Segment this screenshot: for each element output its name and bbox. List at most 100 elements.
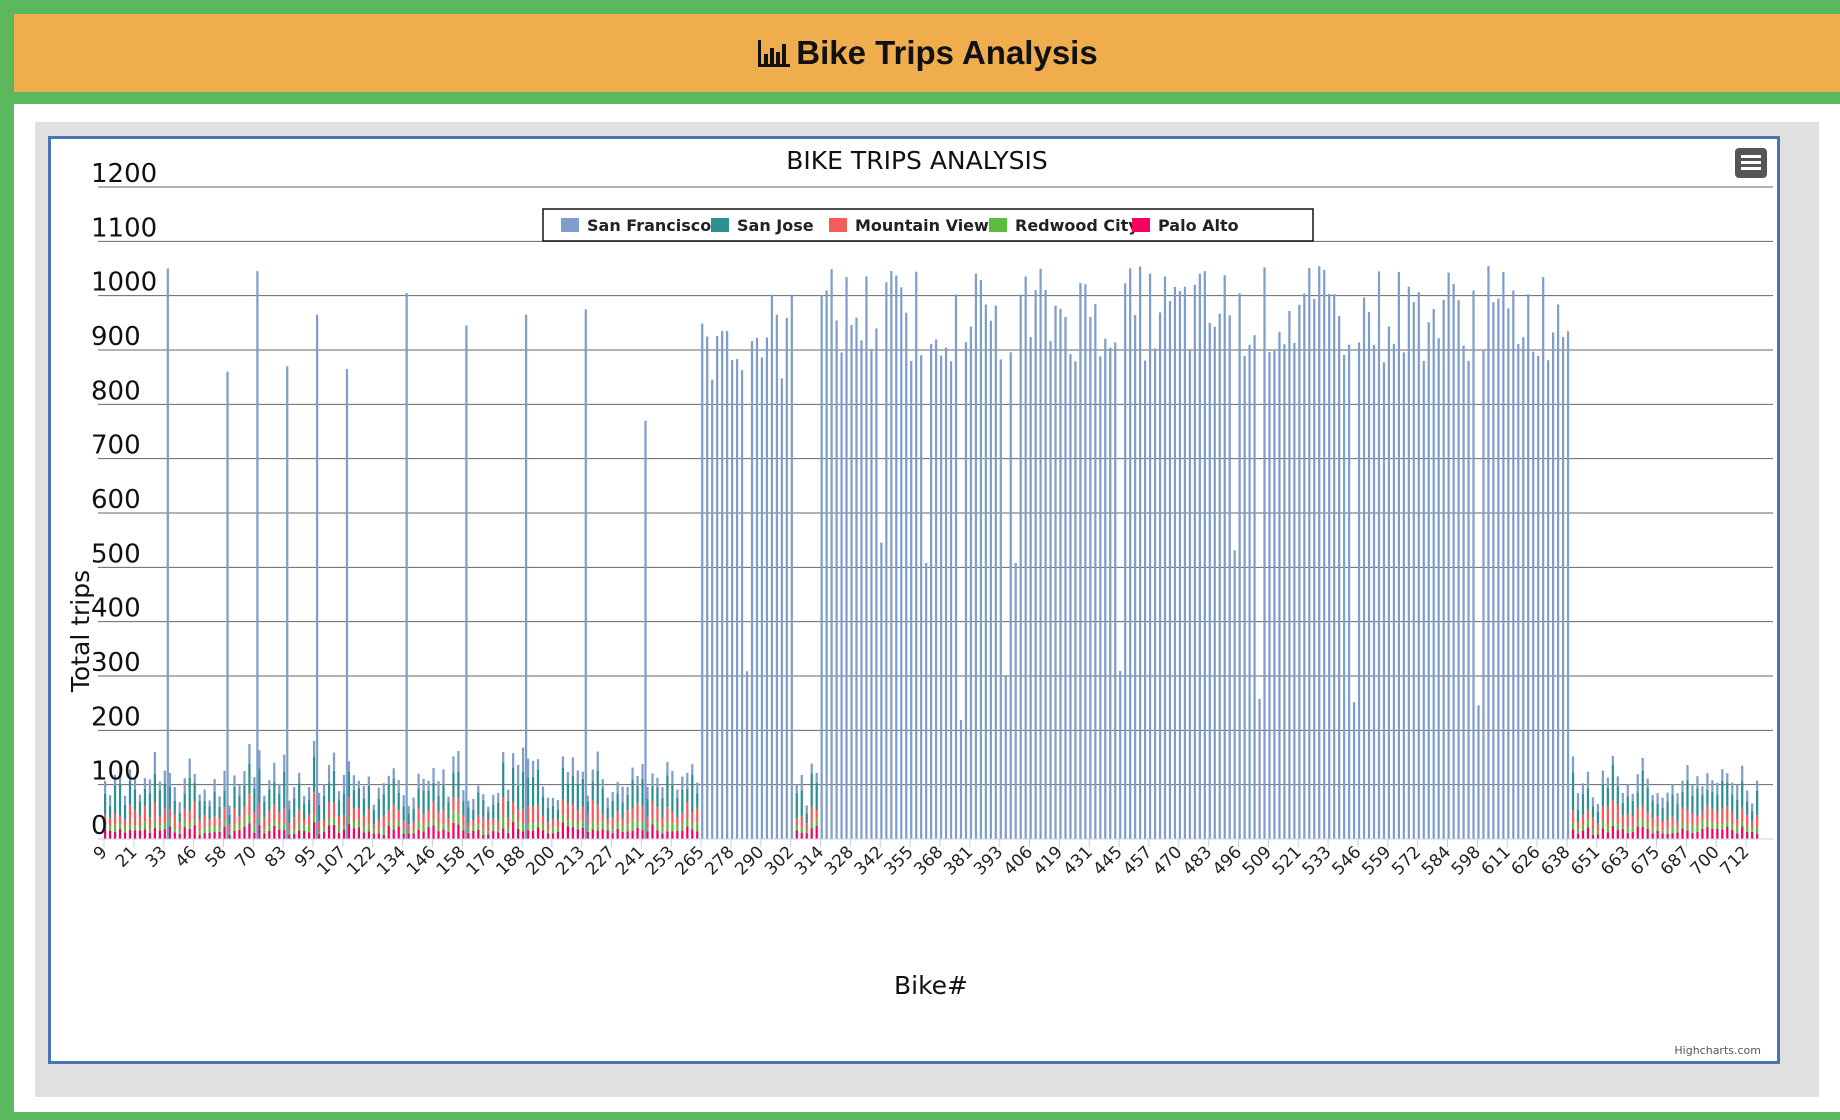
legend-item[interactable]: San Francisco [561,216,711,235]
bar-san-francisco [920,355,923,839]
x-tick-label: 70 [231,842,260,871]
bar-san-francisco [954,294,958,839]
bar-segment [631,767,634,780]
bar-segment [342,829,346,839]
bar-segment [407,805,410,814]
bar-segment [591,781,594,800]
bar-segment [521,747,525,772]
legend-item[interactable]: Redwood City [989,216,1139,235]
bar-segment [1741,765,1744,782]
bar-segment [477,815,480,825]
bar-segment [1596,823,1600,831]
bar-segment [1691,795,1694,814]
bar-segment [616,828,619,839]
bar-segment [1706,805,1709,821]
x-tick-label: 700 [1687,842,1724,879]
bar-segment [203,789,206,801]
bar-segment [536,827,540,839]
bar-segment [113,824,117,832]
legend-item[interactable]: San Jose [711,216,814,235]
legend-item[interactable]: Mountain View [829,216,989,235]
x-tick-label: 431 [1060,842,1097,879]
export-menu-button[interactable] [1735,148,1767,178]
bar-san-francisco [1338,316,1341,839]
bar-san-francisco [1542,277,1545,839]
bar-segment [521,831,525,839]
bar-san-francisco [1347,344,1351,839]
x-tick-label: 483 [1179,842,1216,879]
y-tick-label: 1000 [91,268,157,298]
bar-san-francisco [785,317,788,840]
bar-san-francisco [934,339,938,839]
x-tick-label: 302 [761,842,798,879]
credits-link[interactable]: Highcharts.com [1674,1044,1761,1057]
bar-segment [1571,772,1575,811]
bar-segment [1631,827,1634,832]
bar-segment [198,830,201,836]
legend-item[interactable]: Palo Alto [1132,216,1239,235]
bike-trips-chart: BIKE TRIPS ANALYSIS 0 100 200 300 400 500 600 7… [66,146,1773,1057]
bar-segment [377,819,380,830]
bar-segment [1596,804,1600,812]
bar-segment [193,783,196,802]
bar-segment [1696,832,1699,839]
legend-label: Mountain View [855,216,989,235]
bar-segment [576,809,579,824]
bar-segment [1666,801,1669,821]
bar-segment [298,809,301,823]
x-tick-label: 33 [142,842,171,871]
bar-segment [1601,828,1605,839]
bar-segment [322,832,326,839]
bar-segment [118,829,122,839]
bar-segment [253,777,256,789]
bar-segment [581,807,584,821]
bar-segment [248,763,251,794]
bar-segment [442,824,445,830]
bar-segment [1756,827,1759,834]
bar-segment [546,797,550,808]
bar-san-francisco-spike [256,271,259,839]
bar-san-francisco [944,347,948,839]
bar-segment [143,778,147,789]
bar-segment [442,809,445,825]
bar-segment [417,788,420,808]
bar-segment [243,771,246,786]
bar-san-francisco-spike [465,325,468,839]
bar-segment [442,829,445,839]
x-tick-label: 122 [343,842,380,879]
bar-san-francisco [989,320,992,839]
bar-segment [442,784,445,810]
bar-san-francisco [1129,268,1132,839]
bar-san-francisco [730,360,734,839]
bar-segment [332,802,336,818]
bar-segment [1591,817,1595,830]
bar-segment [800,832,803,839]
bar-san-francisco [1298,304,1301,839]
bar-segment [293,833,296,839]
bar-segment [327,783,331,803]
bar-segment [681,823,684,831]
bar-segment [1681,780,1684,792]
bar-segment [104,793,107,815]
y-tick-label: 0 [91,811,108,841]
bar-segment [467,807,470,824]
bar-segment [1721,829,1724,839]
bar-segment [631,819,634,831]
x-tick-label: 9 [90,842,112,864]
bar-segment [502,752,505,763]
bar-segment [362,832,365,839]
bar-san-francisco [1148,273,1152,839]
bar-segment [576,770,579,784]
bar-segment [208,832,211,839]
bar-segment [1606,832,1609,839]
bar-segment [392,768,395,779]
bar-segment [646,815,649,828]
bar-segment [352,775,356,790]
bar-segment [586,831,589,839]
bar-segment [188,823,191,829]
bar-segment [347,823,351,839]
bar-segment [512,753,515,768]
bar-segment [1646,787,1649,813]
bar-san-francisco [1437,338,1440,839]
bar-segment [566,771,570,784]
